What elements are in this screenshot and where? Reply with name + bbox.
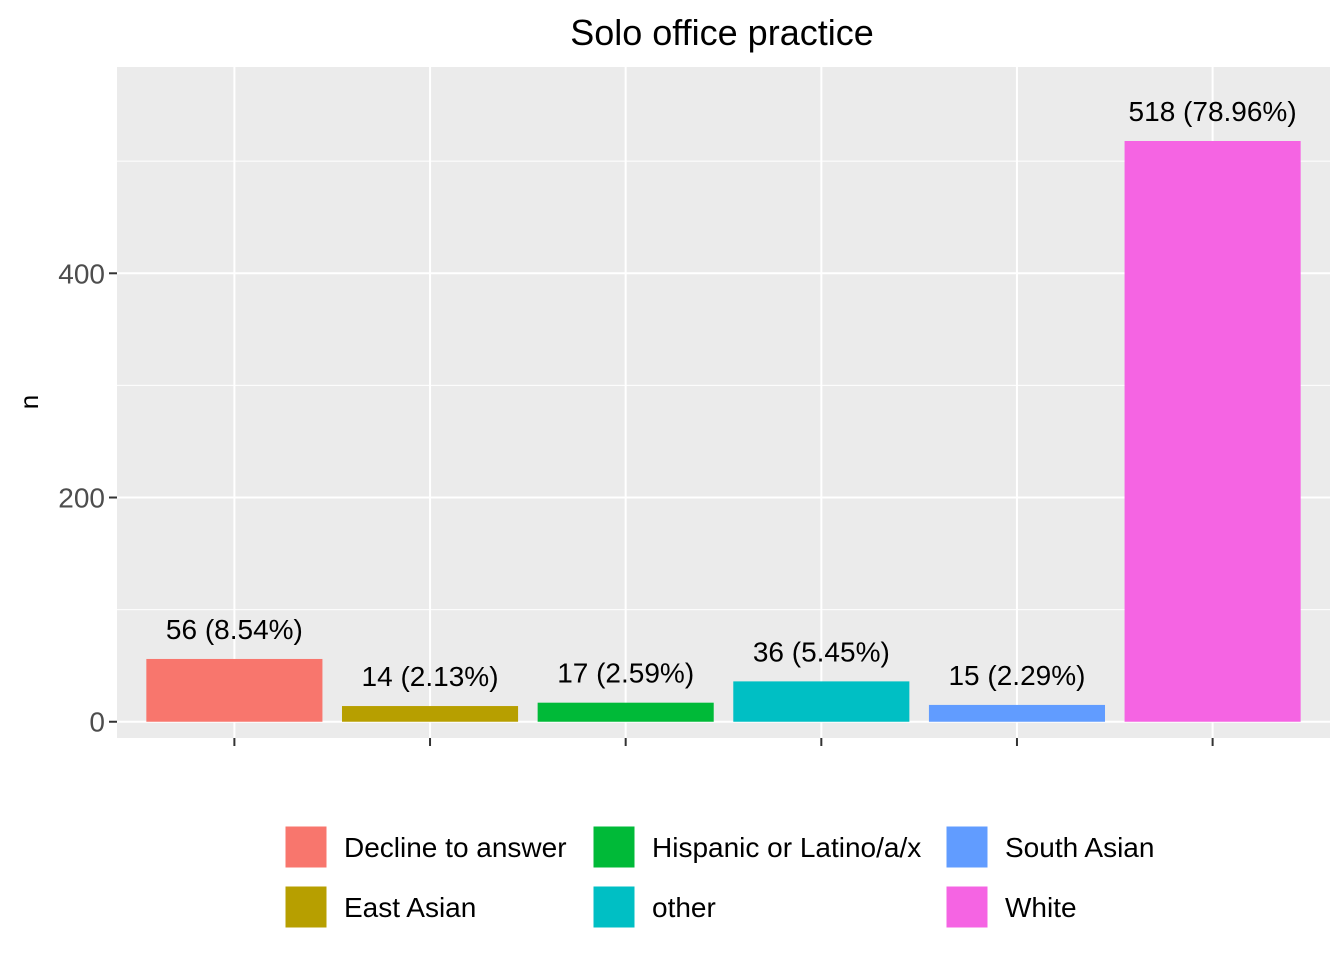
bar bbox=[928, 704, 1106, 722]
data-label: 36 (5.45%) bbox=[753, 636, 890, 667]
bar bbox=[341, 706, 519, 722]
bar bbox=[1124, 140, 1301, 722]
chart-title: Solo office practice bbox=[570, 12, 874, 53]
legend-label: East Asian bbox=[344, 892, 476, 923]
data-label: 518 (78.96%) bbox=[1129, 96, 1297, 127]
data-label: 14 (2.13%) bbox=[362, 661, 499, 692]
legend-key bbox=[284, 825, 328, 869]
data-label-layer: 56 (8.54%) 14 (2.13%) 17 (2.59%) 36 (5.45%)… bbox=[166, 96, 1297, 692]
y-tick-label: 200 bbox=[58, 483, 105, 514]
legend-label: Decline to answer bbox=[344, 832, 567, 863]
axis-layer: 0 200 400 bbox=[58, 258, 1214, 746]
legend-key bbox=[945, 885, 989, 929]
grid-layer bbox=[117, 67, 1330, 738]
legend-key bbox=[284, 885, 328, 929]
data-label: 15 (2.29%) bbox=[948, 660, 1085, 691]
legend-label: other bbox=[652, 892, 716, 923]
legend: Decline to answer East Asian Hispanic or L… bbox=[284, 825, 1154, 929]
legend-label: Hispanic or Latino/a/x bbox=[652, 832, 921, 863]
bar bbox=[146, 658, 323, 722]
legend-key bbox=[945, 825, 989, 869]
legend-key bbox=[592, 825, 636, 869]
legend-key bbox=[592, 885, 636, 929]
y-tick-label: 400 bbox=[58, 258, 105, 289]
bar bbox=[733, 681, 910, 722]
data-label: 56 (8.54%) bbox=[166, 614, 303, 645]
bar bbox=[537, 702, 714, 722]
y-axis-title: n bbox=[14, 395, 44, 409]
legend-label: South Asian bbox=[1005, 832, 1154, 863]
y-tick-label: 0 bbox=[89, 707, 105, 738]
bar-layer bbox=[146, 140, 1301, 722]
data-label: 17 (2.59%) bbox=[557, 658, 694, 689]
legend-label: White bbox=[1005, 892, 1077, 923]
